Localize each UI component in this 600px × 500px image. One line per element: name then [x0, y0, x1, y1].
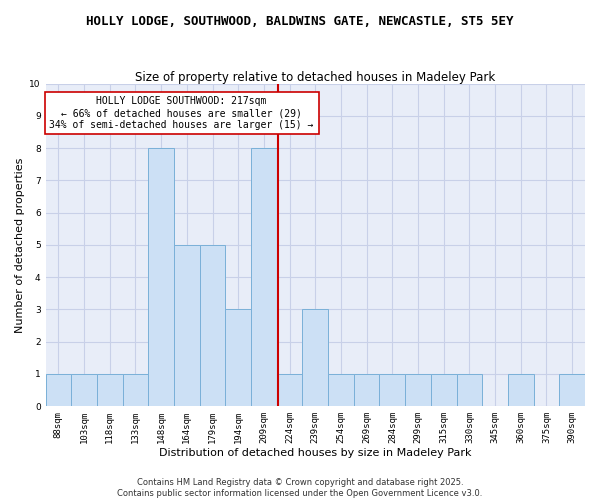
Bar [251, 148, 277, 406]
Text: Contains HM Land Registry data © Crown copyright and database right 2025.
Contai: Contains HM Land Registry data © Crown c… [118, 478, 482, 498]
X-axis label: Distribution of detached houses by size in Madeley Park: Distribution of detached houses by size … [159, 448, 472, 458]
Bar [328, 374, 354, 406]
Bar [405, 374, 431, 406]
Bar [226, 310, 251, 406]
Bar [174, 245, 200, 406]
Bar [277, 374, 302, 406]
Bar [379, 374, 405, 406]
Bar [71, 374, 97, 406]
Bar [354, 374, 379, 406]
Bar [200, 245, 226, 406]
Bar [302, 310, 328, 406]
Bar [559, 374, 585, 406]
Title: Size of property relative to detached houses in Madeley Park: Size of property relative to detached ho… [135, 70, 496, 84]
Bar [46, 374, 71, 406]
Bar [148, 148, 174, 406]
Bar [431, 374, 457, 406]
Bar [508, 374, 533, 406]
Text: HOLLY LODGE, SOUTHWOOD, BALDWINS GATE, NEWCASTLE, ST5 5EY: HOLLY LODGE, SOUTHWOOD, BALDWINS GATE, N… [86, 15, 514, 28]
Text: HOLLY LODGE SOUTHWOOD: 217sqm
← 66% of detached houses are smaller (29)
34% of s: HOLLY LODGE SOUTHWOOD: 217sqm ← 66% of d… [49, 96, 314, 130]
Bar [97, 374, 122, 406]
Bar [457, 374, 482, 406]
Bar [122, 374, 148, 406]
Y-axis label: Number of detached properties: Number of detached properties [15, 157, 25, 332]
